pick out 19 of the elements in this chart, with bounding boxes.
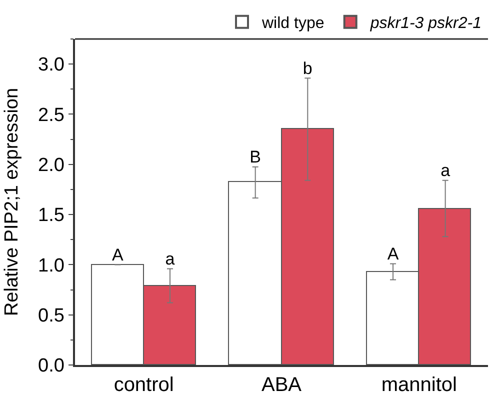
data-label: b [302, 58, 312, 78]
y-tick-label: 2.0 [38, 155, 64, 176]
legend-label: wild type [261, 15, 324, 32]
y-tick-label: 2.5 [38, 104, 64, 126]
y-tick-label: 1.5 [38, 205, 64, 226]
data-label: A [387, 244, 400, 264]
y-axis-title: Relative PIP2;1 expression [1, 88, 22, 316]
data-label: B [250, 148, 262, 167]
data-label: A [112, 245, 124, 264]
y-tick-label: 0.5 [38, 306, 64, 326]
y-tick-label: 1.0 [38, 255, 64, 276]
data-label: a [440, 161, 451, 180]
x-tick-label: mannitol [381, 374, 457, 396]
x-tick-label: control [114, 374, 174, 396]
x-tick-label: ABA [261, 374, 302, 396]
y-tick-label: 0.0 [38, 356, 64, 377]
legend-label: pskr1-3 pskr2-1 [369, 15, 482, 32]
data-label: a [165, 249, 176, 268]
y-tick-label: 3.0 [38, 54, 64, 76]
